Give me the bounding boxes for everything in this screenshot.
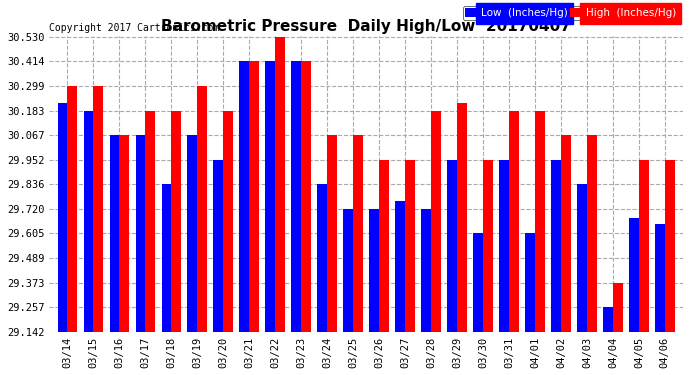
Bar: [68, 86, 77, 332]
Bar: [587, 135, 597, 332]
Bar: [302, 62, 311, 332]
Bar: [249, 62, 259, 332]
Bar: [395, 201, 405, 332]
Bar: [577, 184, 587, 332]
Bar: [275, 37, 285, 332]
Title: Barometric Pressure  Daily High/Low  20170407: Barometric Pressure Daily High/Low 20170…: [161, 19, 571, 34]
Bar: [561, 135, 571, 332]
Bar: [613, 283, 623, 332]
Bar: [639, 160, 649, 332]
Bar: [380, 160, 389, 332]
Bar: [146, 111, 155, 332]
Bar: [421, 209, 431, 332]
Bar: [135, 135, 146, 332]
Bar: [457, 103, 467, 332]
Bar: [551, 160, 561, 332]
Bar: [266, 62, 275, 332]
Bar: [431, 111, 441, 332]
Bar: [239, 62, 249, 332]
Legend: Low  (Inches/Hg), High  (Inches/Hg): Low (Inches/Hg), High (Inches/Hg): [464, 6, 678, 20]
Bar: [655, 224, 665, 332]
Bar: [499, 160, 509, 332]
Bar: [447, 160, 457, 332]
Bar: [83, 111, 93, 332]
Bar: [224, 111, 233, 332]
Bar: [119, 135, 129, 332]
Bar: [405, 160, 415, 332]
Bar: [161, 184, 171, 332]
Bar: [188, 135, 197, 332]
Bar: [665, 160, 675, 332]
Bar: [369, 209, 380, 332]
Bar: [344, 209, 353, 332]
Bar: [317, 184, 327, 332]
Bar: [58, 103, 68, 332]
Bar: [473, 234, 483, 332]
Bar: [171, 111, 181, 332]
Bar: [509, 111, 519, 332]
Bar: [213, 160, 224, 332]
Bar: [327, 135, 337, 332]
Bar: [629, 217, 639, 332]
Bar: [93, 86, 104, 332]
Bar: [291, 62, 302, 332]
Bar: [525, 234, 535, 332]
Bar: [483, 160, 493, 332]
Text: Copyright 2017 Cartronics.com: Copyright 2017 Cartronics.com: [49, 23, 219, 33]
Bar: [197, 86, 207, 332]
Bar: [535, 111, 545, 332]
Bar: [110, 135, 119, 332]
Bar: [603, 308, 613, 332]
Bar: [353, 135, 363, 332]
